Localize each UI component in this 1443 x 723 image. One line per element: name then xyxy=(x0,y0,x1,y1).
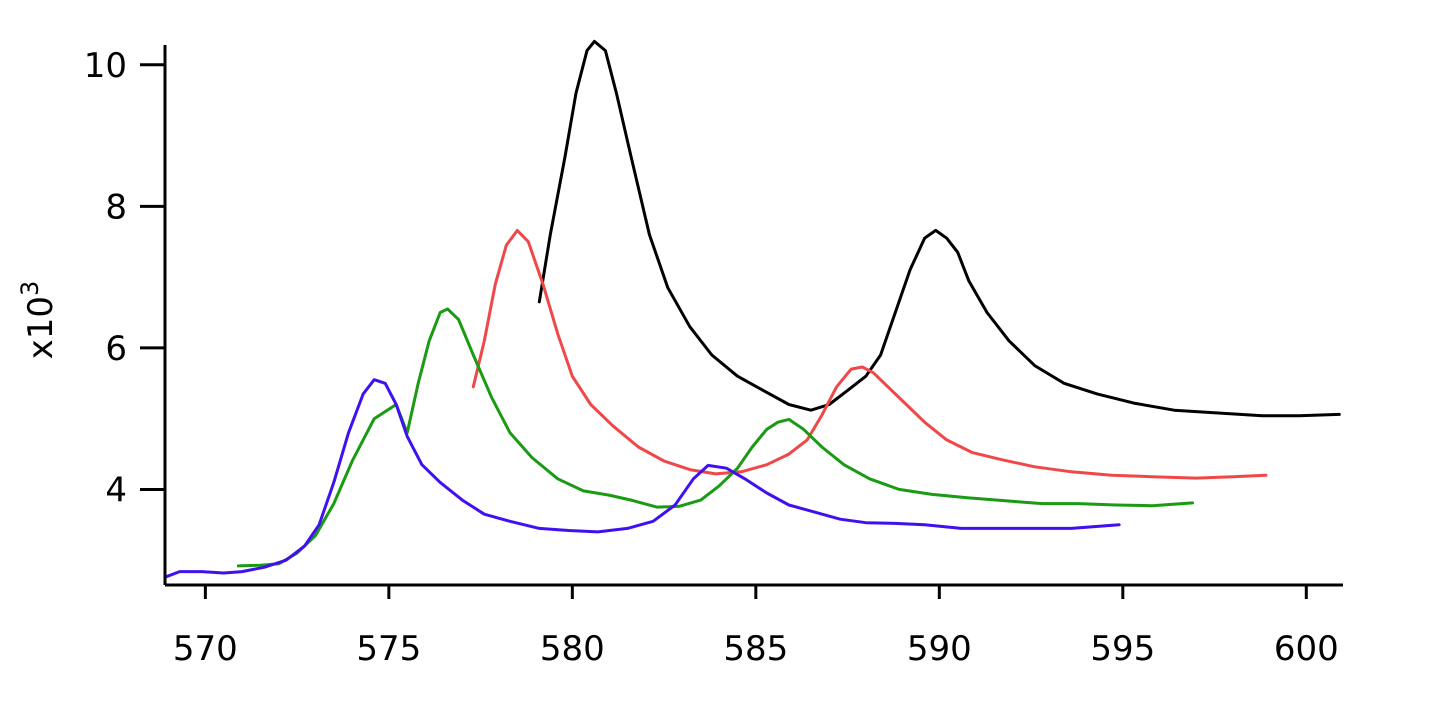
x-tick-label: 600 xyxy=(1274,629,1339,669)
y-axis-label: x103 xyxy=(16,281,61,360)
x-tick-label: 580 xyxy=(540,629,605,669)
y-tick-label: 10 xyxy=(84,46,127,86)
y-tick-label: 6 xyxy=(105,329,127,369)
x-tick-label: 590 xyxy=(907,629,972,669)
axes-group: 570 575 580 585 590 595 600 4 6 8 10 xyxy=(84,45,1343,669)
y-tick-label: 4 xyxy=(105,470,127,510)
x-tick-label: 585 xyxy=(723,629,788,669)
plot-series-group xyxy=(163,39,1341,579)
y-axis-label-base: x10 xyxy=(21,296,61,359)
series-line-3 xyxy=(236,307,1194,568)
y-tick-label: 8 xyxy=(105,187,127,227)
series-line-2 xyxy=(471,228,1268,480)
series-line-1 xyxy=(537,39,1341,418)
x-tick-label: 595 xyxy=(1090,629,1155,669)
x-tick-label: 575 xyxy=(356,629,421,669)
series-line-4 xyxy=(163,378,1121,579)
x-tick-label: 570 xyxy=(173,629,238,669)
y-axis-label-exponent: 3 xyxy=(16,281,44,296)
